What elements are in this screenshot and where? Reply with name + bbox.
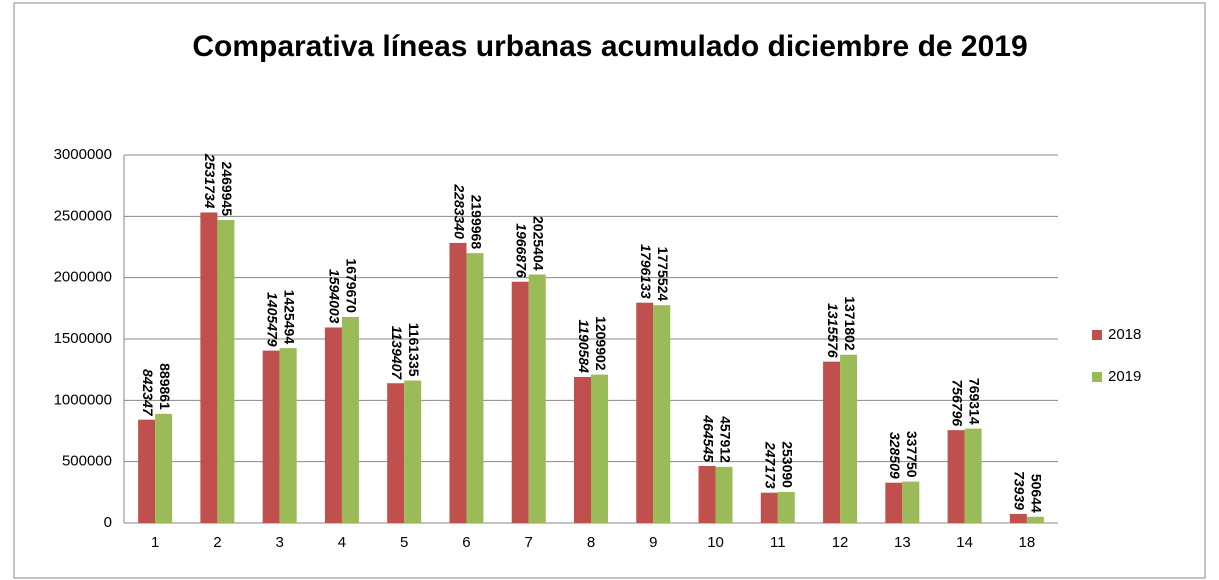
- x-tick-label: 1: [151, 534, 159, 551]
- bar: [760, 492, 778, 523]
- y-tick-label: 1000000: [54, 391, 112, 408]
- x-tick-label: 14: [956, 534, 973, 551]
- bar: [902, 481, 920, 523]
- bar: [404, 380, 422, 523]
- bar: [324, 327, 342, 523]
- bar: [885, 482, 903, 523]
- chart-frame: [13, 2, 1206, 579]
- value-label: 2025404: [531, 216, 547, 271]
- x-tick-label: 8: [587, 534, 595, 551]
- value-label: 1679670: [344, 258, 360, 313]
- x-tick-label: 3: [275, 534, 283, 551]
- value-label: 1405479: [264, 292, 280, 347]
- value-label: 247173: [763, 441, 779, 489]
- y-tick-label: 0: [104, 514, 112, 531]
- value-label: 337750: [904, 431, 920, 478]
- value-label: 1209902: [593, 316, 609, 371]
- value-label: 769314: [966, 378, 982, 425]
- bar: [777, 491, 795, 523]
- bar: [387, 383, 405, 523]
- value-label: 1139407: [389, 326, 405, 381]
- y-tick-label: 500000: [62, 453, 112, 470]
- value-label: 1425494: [281, 290, 297, 345]
- x-tick-label: 4: [338, 534, 346, 551]
- value-label: 1190584: [576, 319, 592, 373]
- x-tick-label: 2: [213, 534, 221, 551]
- bar: [262, 350, 280, 523]
- y-tick-label: 2000000: [54, 269, 112, 286]
- bar: [511, 281, 529, 523]
- bar: [279, 348, 297, 523]
- value-label: 1371802: [842, 296, 858, 351]
- x-tick-label: 12: [832, 534, 849, 551]
- bar: [636, 302, 654, 523]
- legend-swatch: [1092, 330, 1102, 340]
- x-tick-label: 18: [1019, 534, 1036, 551]
- bar: [823, 361, 841, 523]
- bar: [1009, 513, 1027, 523]
- bar: [138, 419, 156, 523]
- legend-label: 2019: [1108, 368, 1141, 385]
- x-tick-label: 11: [770, 534, 786, 551]
- x-tick-label: 13: [894, 534, 911, 551]
- x-tick-label: 9: [649, 534, 657, 551]
- value-label: 756796: [949, 379, 965, 426]
- value-label: 457912: [717, 416, 733, 463]
- bar: [715, 466, 733, 523]
- value-label: 328509: [887, 432, 903, 479]
- value-label: 2283340: [451, 183, 467, 239]
- bar: [200, 212, 218, 524]
- value-label: 2199968: [468, 195, 484, 250]
- value-label: 1775524: [655, 247, 671, 302]
- y-tick-label: 1500000: [54, 330, 112, 347]
- bar: [591, 374, 608, 523]
- bar: [653, 305, 671, 523]
- value-label: 1966876: [514, 223, 530, 278]
- bar: [528, 274, 546, 523]
- y-tick-label: 3000000: [54, 146, 112, 163]
- value-label: 1315576: [825, 303, 841, 358]
- bar: [341, 316, 359, 523]
- value-label: 889861: [157, 363, 173, 410]
- bar: [217, 220, 235, 523]
- value-label: 1161335: [406, 323, 422, 377]
- bar: [574, 376, 591, 523]
- legend-label: 2018: [1108, 326, 1141, 343]
- bar: [840, 354, 858, 523]
- legend-swatch: [1092, 372, 1102, 382]
- value-label: 2531734: [202, 153, 218, 209]
- x-tick-label: 7: [525, 534, 533, 551]
- chart-title: Comparativa líneas urbanas acumulado dic…: [192, 30, 1027, 63]
- value-label: 253090: [780, 441, 796, 488]
- value-label: 842347: [140, 369, 156, 417]
- bar: [964, 428, 982, 523]
- value-label: 1796133: [638, 244, 654, 299]
- value-label: 1594003: [327, 269, 343, 324]
- bar: [466, 253, 484, 523]
- x-tick-label: 6: [462, 534, 470, 551]
- value-label: 50644: [1029, 474, 1045, 513]
- bar: [1026, 516, 1044, 523]
- bar: [155, 413, 173, 523]
- bar: [449, 242, 467, 524]
- value-label: 464545: [700, 414, 716, 462]
- value-label: 73939: [1012, 471, 1028, 510]
- x-tick-label: 5: [400, 534, 408, 551]
- bar: [698, 466, 716, 523]
- value-label: 2469945: [219, 162, 235, 217]
- y-tick-label: 2500000: [54, 207, 112, 224]
- bar: [947, 430, 965, 523]
- x-tick-label: 10: [707, 534, 724, 551]
